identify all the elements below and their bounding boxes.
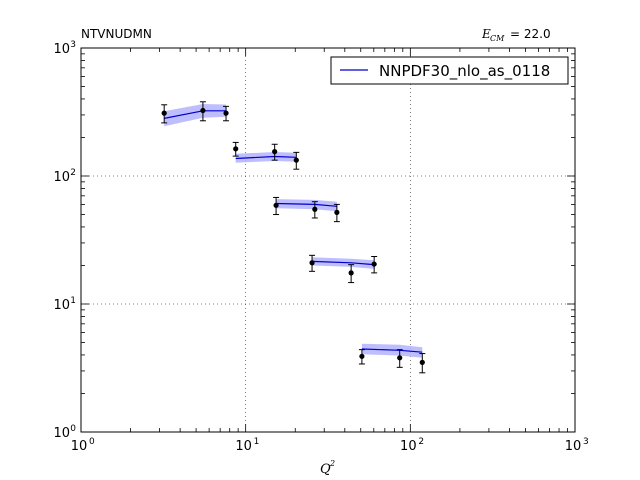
x-tick-label-exp: 2 [418,437,424,447]
y-tick-label-base: 10 [53,426,70,441]
chart-title-left: NTVNUDMN [81,27,152,41]
data-point [397,355,403,361]
y-tick-label-exp: 3 [70,40,76,50]
title-right-value: = 22.0 [510,27,551,41]
data-point [309,260,315,266]
y-tick-label-base: 10 [53,170,70,185]
legend-entry-label: NNPDF30_nlo_as_0118 [379,62,550,81]
y-tick-label-exp: 0 [70,424,76,434]
data-point [359,353,365,359]
x-tick-label-exp: 0 [89,437,95,447]
data-point [233,146,239,152]
data-point [273,202,279,208]
data-point [419,359,425,365]
data-point [312,206,318,212]
data-point [223,110,229,116]
plot-area: 10 0 10 1 10 2 10 310 010 110 210 3 [53,40,588,454]
x-tick-label-exp: 1 [254,437,260,447]
x-tick-label-base: 10 [235,439,252,454]
data-point [200,107,206,114]
data-point [272,149,278,155]
x-tick-label-exp: 3 [583,437,589,447]
y-tick-label-exp: 2 [70,168,76,178]
data-point [371,261,377,267]
plot-background [81,48,575,432]
legend-frame [330,56,569,85]
data-point [334,209,340,215]
x-tick-label-base: 10 [400,439,417,454]
theory-line [311,260,375,266]
data-point [161,110,167,116]
x-axis-label: Q 2 [320,459,335,477]
y-tick-label-base: 10 [53,298,70,313]
theory-band [164,104,226,127]
y-tick-label-base: 10 [53,42,70,57]
chart-title-right: E CM = 22.0 [481,27,551,43]
x-tick-label-base: 10 [565,439,582,454]
xlabel-symbol: Q [320,462,331,477]
title-right-symbol: E [481,27,491,41]
plot-frame [80,47,576,433]
theory-band [276,199,337,212]
x-tick-label-base: 10 [71,439,88,454]
data-point [293,157,299,163]
y-tick-label-exp: 1 [70,296,76,306]
theory-band [361,343,423,358]
xlabel-superscript: 2 [329,459,335,468]
title-right-subscript: CM [490,34,505,43]
legend: NNPDF30_nlo_as_0118 [330,56,569,85]
data-point [348,270,354,276]
